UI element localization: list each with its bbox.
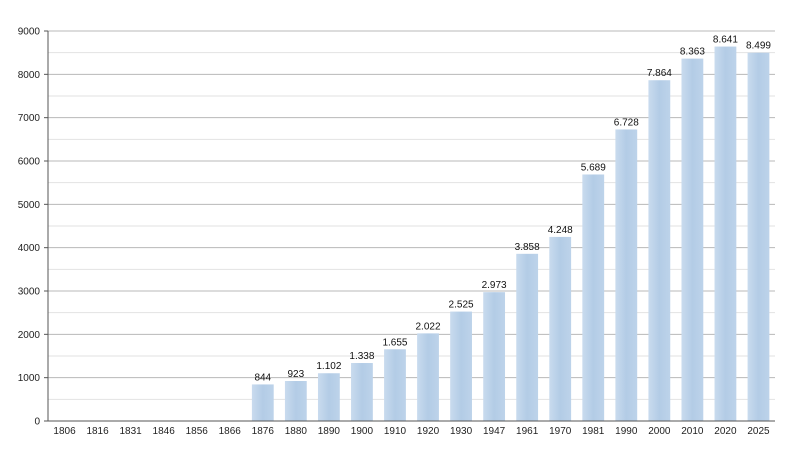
bar [549, 236, 572, 421]
x-tick-label: 1910 [384, 426, 407, 437]
bar [681, 58, 704, 421]
bar [317, 373, 340, 421]
x-tick-label: 2010 [681, 426, 704, 437]
x-tick-label: 1920 [417, 426, 440, 437]
bar [384, 349, 406, 421]
bar [284, 381, 307, 421]
x-tick-label: 1990 [615, 426, 638, 437]
y-tick-label: 0 [34, 417, 40, 428]
x-tick-label: 1866 [219, 426, 242, 437]
x-tick-label: 1947 [483, 426, 506, 437]
y-tick-label: 1000 [18, 373, 41, 384]
x-tick-label: 1961 [516, 426, 539, 437]
y-tick-label: 3000 [18, 287, 41, 298]
data-label: 5.689 [581, 162, 606, 173]
bar [714, 46, 737, 421]
bars [251, 46, 770, 422]
x-tick-label: 1846 [153, 426, 176, 437]
data-label: 4.248 [548, 225, 573, 236]
y-tick-label: 2000 [18, 330, 41, 341]
x-tick-label: 1876 [252, 426, 275, 437]
bar [251, 384, 274, 421]
bar [516, 253, 539, 421]
data-label: 1.102 [316, 361, 341, 372]
data-label: 2.022 [416, 321, 441, 332]
y-tick-label: 4000 [18, 243, 41, 254]
data-label: 8.641 [713, 35, 738, 46]
x-tick-label: 2000 [648, 426, 671, 437]
data-label: 2.973 [482, 280, 507, 291]
bar [483, 292, 506, 421]
data-label: 8.499 [746, 41, 771, 52]
y-tick-label: 7000 [18, 113, 41, 124]
x-tick-label: 1970 [549, 426, 572, 437]
bar [615, 129, 638, 421]
data-labels: 844 923 1.102 1.338 1.655 2.022 2.525 2.973 3.85… [254, 35, 771, 384]
bar [747, 52, 770, 422]
data-label: 2.525 [449, 300, 474, 311]
x-tick-label: 1930 [450, 426, 473, 437]
y-tick-label: 8000 [18, 70, 41, 81]
axes: 0 1000 2000 3000 4000 5000 6000 7000 8000 9000 180… [18, 27, 775, 437]
x-tick-label: 1900 [351, 426, 374, 437]
x-tick-label: 1856 [186, 426, 209, 437]
x-tick-label: 1831 [119, 426, 142, 437]
bar [582, 174, 605, 421]
data-label: 844 [254, 372, 271, 383]
data-label: 1.655 [382, 337, 407, 348]
data-label: 6.728 [614, 117, 639, 128]
data-label: 3.858 [515, 242, 540, 253]
bar [648, 80, 671, 421]
data-label: 923 [287, 369, 304, 380]
data-label: 8.363 [680, 47, 705, 58]
x-tick-label: 2025 [747, 426, 770, 437]
data-label: 1.338 [349, 351, 374, 362]
x-tick-label: 1816 [86, 426, 109, 437]
x-tick-label: 2020 [714, 426, 737, 437]
x-tick-label: 1981 [582, 426, 605, 437]
y-tick-label: 5000 [18, 200, 41, 211]
data-label: 7.864 [647, 68, 672, 79]
y-tick-label: 6000 [18, 157, 41, 168]
bar [417, 333, 439, 421]
bar [351, 363, 373, 421]
x-tick-label: 1880 [285, 426, 308, 437]
x-tick-label: 1806 [53, 426, 76, 437]
y-tick-label: 9000 [18, 27, 41, 38]
bar [450, 311, 472, 421]
x-tick-label: 1890 [318, 426, 341, 437]
